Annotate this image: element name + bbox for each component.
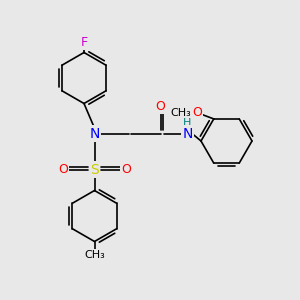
Text: N: N [182,127,193,140]
Text: N: N [89,127,100,140]
Text: O: O [156,100,165,113]
Text: CH₃: CH₃ [170,108,191,118]
Text: S: S [90,163,99,176]
Text: O: O [121,163,131,176]
Text: F: F [80,35,88,49]
Text: CH₃: CH₃ [84,250,105,260]
Text: H: H [183,118,192,128]
Text: O: O [58,163,68,176]
Text: O: O [192,106,202,119]
